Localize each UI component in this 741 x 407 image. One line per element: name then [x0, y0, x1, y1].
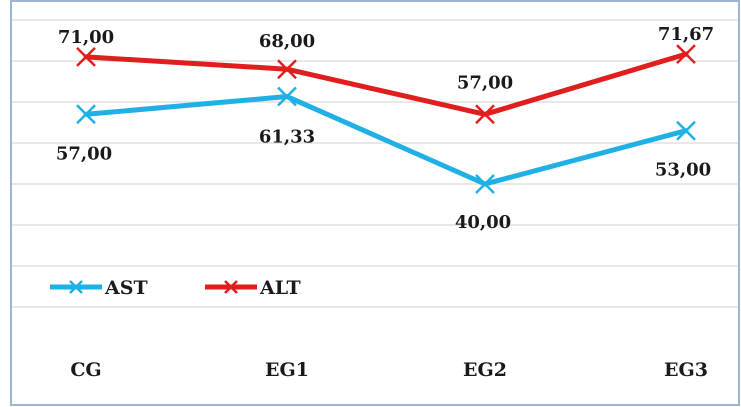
data-labels: 57,00 61,33 40,00 53,00 71,00 68,00 57,00 71,67	[56, 24, 714, 233]
alt-point-eg2	[475, 104, 495, 125]
alt-point-eg3	[676, 44, 696, 65]
ast-point-eg1	[277, 86, 297, 107]
alt-data-label-eg2: 57,00	[457, 72, 513, 93]
category-label-cg: CG	[70, 359, 101, 381]
ast-series-line	[83, 94, 689, 187]
category-label-eg3: EG3	[664, 359, 708, 381]
ast-data-label-eg2: 40,00	[455, 212, 511, 233]
ast-point-eg3	[676, 120, 696, 141]
category-label-eg1: EG1	[265, 359, 309, 381]
series-layer	[76, 44, 696, 194]
legend: AST ALT	[50, 277, 301, 299]
legend-label-ast: AST	[104, 277, 148, 299]
alt-data-label-cg: 71,00	[58, 27, 114, 48]
alt-point-cg	[76, 47, 96, 67]
alt-point-eg1	[277, 59, 297, 80]
alt-series-line	[83, 51, 689, 117]
category-axis: CG EG1 EG2 EG3	[70, 359, 708, 381]
chart-border	[10, 0, 740, 406]
legend-item-ast: AST	[50, 277, 148, 299]
gridlines	[12, 19, 738, 308]
legend-label-alt: ALT	[259, 277, 301, 299]
ast-point-eg2	[475, 174, 495, 194]
alt-data-label-eg1: 68,00	[259, 31, 315, 52]
ast-point-cg	[76, 104, 96, 125]
alt-data-label-eg3: 71,67	[658, 24, 714, 45]
ast-data-label-eg3: 53,00	[655, 160, 711, 181]
ast-data-label-eg1: 61,33	[259, 127, 315, 148]
ast-data-label-cg: 57,00	[56, 143, 112, 164]
legend-item-alt: ALT	[205, 277, 301, 299]
category-label-eg2: EG2	[463, 359, 507, 381]
